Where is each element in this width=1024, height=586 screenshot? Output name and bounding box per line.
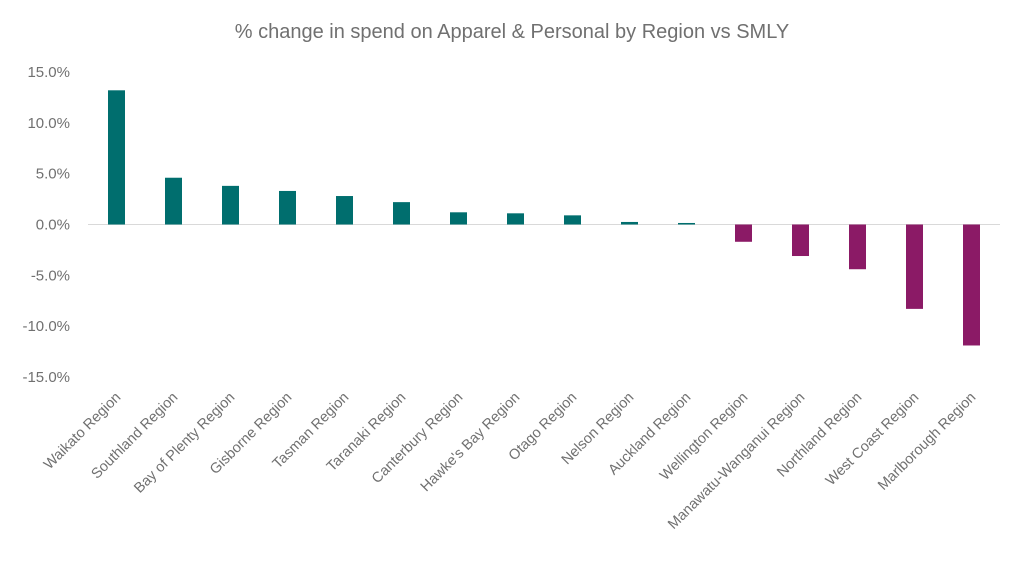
y-tick-label: -10.0%: [22, 318, 70, 335]
x-tick-label: Marlborough Region: [875, 390, 979, 494]
bar: [336, 196, 353, 225]
bar: [222, 185, 239, 225]
bar: [621, 221, 638, 225]
bar: [849, 224, 866, 270]
bar: [450, 212, 467, 225]
bar: [906, 224, 923, 309]
y-axis: 15.0% 10.0% 5.0% 0.0% -5.0% -10.0% -15.0%: [22, 64, 70, 386]
y-tick-label: 10.0%: [27, 115, 70, 132]
bar: [963, 224, 980, 346]
y-tick-label: -5.0%: [31, 267, 70, 284]
x-tick-label: Hawke's Bay Region: [418, 390, 524, 496]
bar: [108, 90, 125, 225]
bars: [108, 90, 980, 346]
bar: [564, 215, 581, 225]
bar: [735, 224, 752, 242]
chart-title: % change in spend on Apparel & Personal …: [235, 21, 789, 43]
y-tick-label: 15.0%: [27, 64, 70, 81]
y-tick-label: -15.0%: [22, 369, 70, 386]
bar: [507, 213, 524, 225]
y-tick-label: 0.0%: [36, 217, 70, 234]
y-tick-label: 5.0%: [36, 166, 70, 183]
bar: [165, 177, 182, 225]
x-tick-label: Bay of Plenty Region: [131, 390, 238, 497]
bar: [792, 224, 809, 257]
bar: [678, 222, 695, 225]
bar: [393, 202, 410, 225]
bar: [279, 190, 296, 225]
